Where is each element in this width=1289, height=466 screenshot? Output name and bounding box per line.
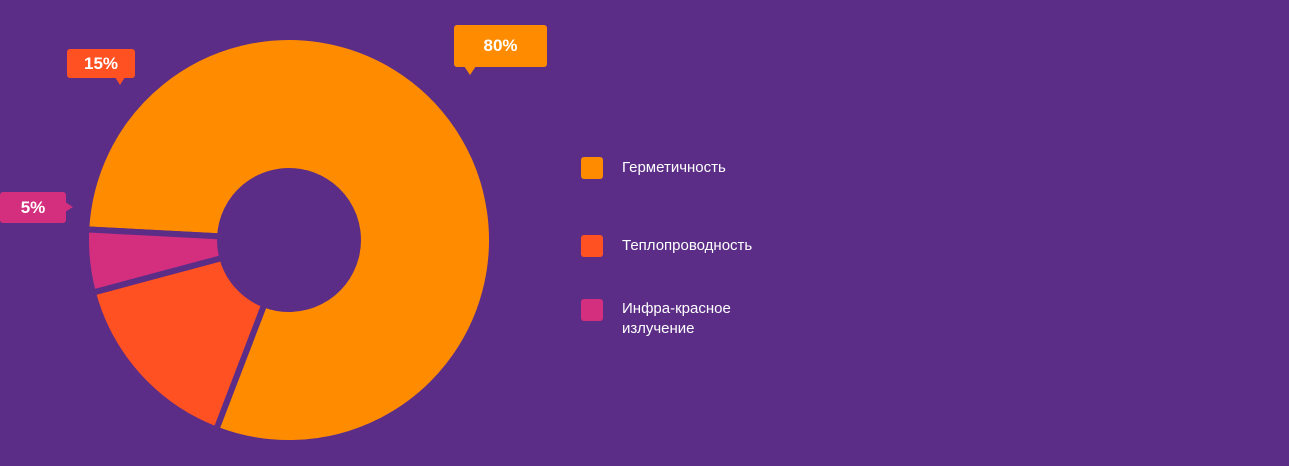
legend-swatch (581, 299, 603, 321)
legend-label: Теплопроводность (622, 236, 802, 256)
donut-slice-hermeticity[interactable] (83, 34, 495, 446)
data-label-text: 15% (83, 54, 119, 73)
legend-label-line: излучение (622, 320, 695, 337)
data-label-hermeticity: 80% (454, 25, 547, 75)
legend-label-line: Теплопроводность (622, 237, 753, 254)
legend-swatch (581, 157, 603, 179)
chart-legend: Герметичность Теплопроводность Инфра-кра… (581, 0, 841, 466)
data-label-text: 80% (483, 36, 518, 55)
legend-label: Инфра-красное излучение (622, 299, 802, 339)
callout-tail (65, 202, 73, 212)
legend-item-hermeticity[interactable]: Герметичность (581, 157, 802, 179)
legend-swatch (581, 235, 603, 257)
legend-item-infrared-radiation[interactable]: Инфра-красное излучение (581, 299, 802, 339)
data-label-text: 5% (20, 198, 46, 217)
legend-item-thermal-conductivity[interactable]: Теплопроводность (581, 235, 802, 257)
legend-label-line: Герметичность (622, 159, 726, 176)
callout-tail (115, 77, 125, 85)
legend-label-line: Инфра-красное (622, 300, 731, 317)
callout-tail (464, 66, 476, 75)
data-label-thermal-conductivity: 15% (67, 49, 135, 85)
donut-slice-infrared-radiation[interactable] (83, 226, 227, 297)
data-label-infrared-radiation: 5% (0, 192, 73, 223)
legend-label: Герметичность (622, 158, 802, 178)
donut-slice-thermal-conductivity[interactable] (89, 254, 269, 434)
donut-chart (83, 34, 495, 446)
